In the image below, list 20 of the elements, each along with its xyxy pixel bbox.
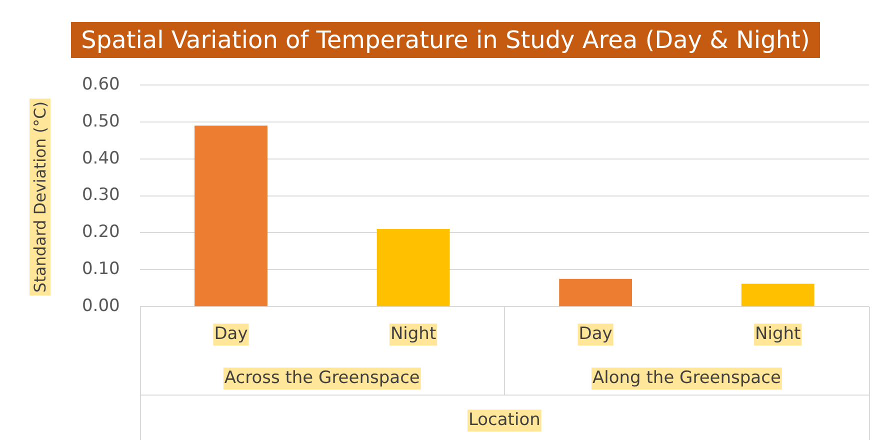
y-tick-label: 0.60 bbox=[82, 74, 120, 94]
bar bbox=[559, 278, 632, 306]
y-axis-title: Standard Deviation (°C) bbox=[30, 98, 50, 296]
text: Across the Greenspace bbox=[224, 368, 420, 388]
y-tick-label: 0.30 bbox=[82, 185, 120, 206]
text: Along the Greenspace bbox=[592, 368, 781, 388]
y-tick-label: 0.20 bbox=[82, 222, 120, 242]
x-tick-label: Night bbox=[390, 324, 436, 344]
y-tick-label: 0.10 bbox=[82, 259, 120, 280]
x-tick-label: Day bbox=[214, 324, 248, 344]
bar bbox=[194, 126, 268, 306]
bar bbox=[376, 229, 450, 306]
x-axis-title: Location bbox=[468, 410, 540, 430]
bar bbox=[741, 284, 814, 306]
chart-title: Spatial Variation of Temperature in Study Area (Day & Night) bbox=[71, 22, 820, 58]
y-tick-label: 0.40 bbox=[82, 148, 120, 168]
x-tick-label: Night bbox=[755, 324, 802, 344]
y-tick-label: 0.50 bbox=[82, 111, 120, 132]
y-tick-label: 0.00 bbox=[82, 296, 120, 316]
x-tick-label: Day bbox=[578, 324, 612, 344]
